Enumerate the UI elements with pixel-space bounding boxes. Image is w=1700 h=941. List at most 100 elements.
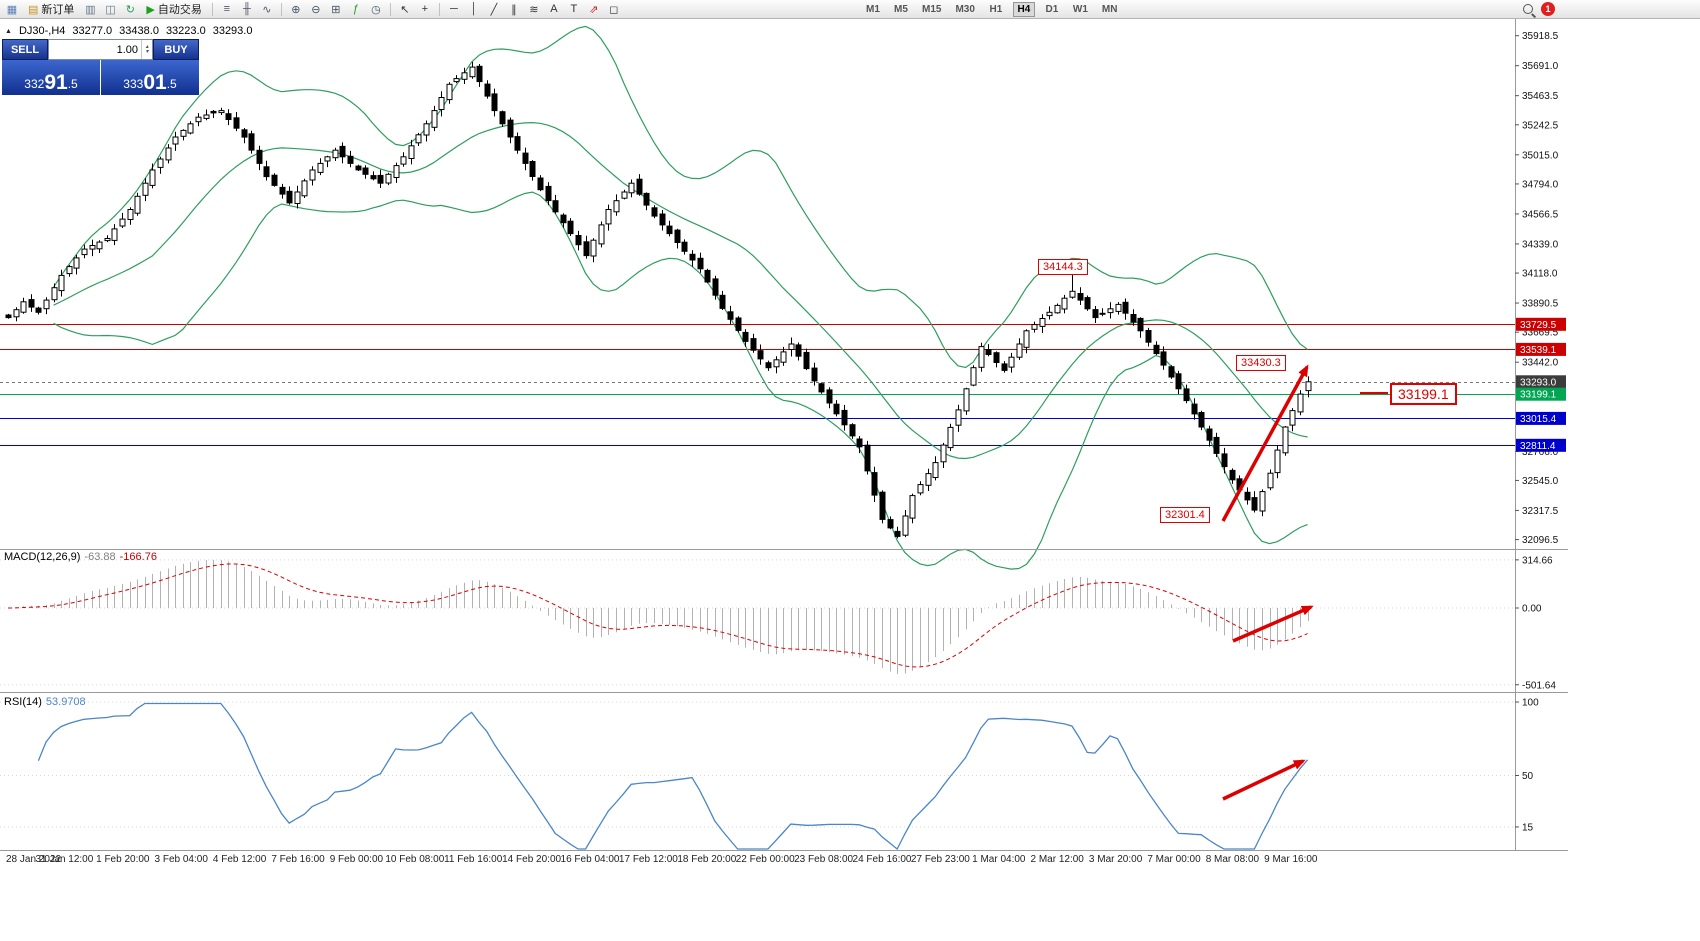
horizontal-line-icon[interactable]: ─ xyxy=(445,1,463,17)
new-order-icon: ▤ xyxy=(28,3,39,16)
axis-layer[interactable]: 35918.5 35691.0 35463.5 35242.5 35015.0 34794… xyxy=(0,19,1568,851)
time-label: 8 Mar 08:00 xyxy=(1205,854,1260,865)
rsi-tick-label: 100 xyxy=(1522,698,1539,709)
data-window-icon[interactable]: ◫ xyxy=(101,1,119,17)
timeframe-M15[interactable]: M15 xyxy=(922,4,942,15)
volume-spinner[interactable]: ▴ ▾ xyxy=(141,40,152,59)
trade-panel-prices: 332 91.5 333 01.5 xyxy=(2,60,199,95)
toolbar-separator xyxy=(438,2,440,16)
time-label: 16 Feb 04:00 xyxy=(560,854,620,865)
vertical-line-icon: │ xyxy=(470,3,478,15)
search-icon[interactable] xyxy=(1522,3,1536,17)
tile-windows-icon[interactable]: ⊞ xyxy=(327,1,345,17)
annotation-level-33199[interactable]: 33199.1 xyxy=(1390,383,1457,405)
trendline-icon[interactable]: ╱ xyxy=(485,1,503,17)
line-chart-icon[interactable]: ∿ xyxy=(258,1,276,17)
price-tick-label: 35691.0 xyxy=(1522,61,1559,72)
rsi-value: 53.9708 xyxy=(45,696,86,708)
annotation-target-33430[interactable]: 33430.3 xyxy=(1236,355,1286,371)
macd-layer xyxy=(7,559,1309,674)
sell-price[interactable]: 332 91.5 xyxy=(2,60,100,95)
bollinger-bands-layer xyxy=(53,25,1308,570)
autotrade-icon: ▶ xyxy=(146,3,155,16)
new-chart-icon: ▦ xyxy=(6,3,18,16)
price-level-tag xyxy=(1516,387,1566,401)
fibonacci-icon[interactable]: ≋ xyxy=(525,1,543,17)
new-order-button[interactable]: ▤ 新订单 xyxy=(23,1,79,17)
time-label: 3 Feb 04:00 xyxy=(154,854,208,865)
panel-toggle-icon[interactable]: ▲ xyxy=(5,27,12,35)
time-label: 14 Feb 20:00 xyxy=(502,854,562,865)
bid-big-digits: 91 xyxy=(44,71,68,94)
rsi-trend-arrow[interactable] xyxy=(1222,759,1306,801)
timeframe-M5[interactable]: M5 xyxy=(894,4,908,15)
channel-icon: ∥ xyxy=(511,3,517,16)
market-watch-icon[interactable]: ▥ xyxy=(81,1,99,17)
annotation-high-34144[interactable]: 34144.3 xyxy=(1038,259,1088,275)
autotrade-button[interactable]: ▶ 自动交易 xyxy=(141,1,206,17)
macd-label: MACD(12,26,9) -63.88 -166.76 xyxy=(4,551,161,563)
fibonacci-icon: ≋ xyxy=(529,3,539,16)
rsi-name: RSI(14) xyxy=(4,696,42,708)
price-trend-arrow[interactable] xyxy=(1221,364,1309,522)
text-icon[interactable]: A xyxy=(545,1,563,17)
timeframe-M30[interactable]: M30 xyxy=(955,4,975,15)
notification-badge[interactable]: 1 xyxy=(1541,2,1555,16)
volume-field[interactable]: 1.00 ▴ ▾ xyxy=(48,39,153,60)
price-level-tag xyxy=(1516,317,1566,331)
new-chart-icon[interactable]: ▦ xyxy=(3,1,21,17)
sell-button[interactable]: SELL xyxy=(2,39,48,60)
annotation-low-32301[interactable]: 32301.4 xyxy=(1160,507,1210,523)
chart-window[interactable]: 35918.5 35691.0 35463.5 35242.5 35015.0 34794… xyxy=(0,19,1568,868)
rsi-layer xyxy=(37,702,1309,851)
time-label: 9 Feb 00:00 xyxy=(329,854,384,865)
buy-price[interactable]: 333 01.5 xyxy=(101,60,199,95)
bars-chart-icon: ≡ xyxy=(223,3,231,15)
toolbar-tools: ▦ ▤ 新订单 ▥ ◫ ↻ ▶ 自动交易 ≡ ╫ ∿ ⊕ ⊖ ⊞ ƒ ◷ ↖ + ─ │ ╱ ∥ ≋ A T ⇗ ◻ xyxy=(3,0,623,18)
bid-prefix: 332 xyxy=(24,77,45,91)
price-level-tag-label: 33015.4 xyxy=(1520,414,1557,425)
crosshair-icon[interactable]: + xyxy=(416,1,434,17)
time-label: 31 Jan 12:00 xyxy=(35,854,94,865)
time-label: 3 Mar 20:00 xyxy=(1088,854,1143,865)
price-level-tag-label: 33729.5 xyxy=(1520,320,1557,331)
chart-canvas[interactable]: 35918.5 35691.0 35463.5 35242.5 35015.0 34794… xyxy=(0,19,1568,868)
label-icon: T xyxy=(570,3,578,15)
timeframe-H4[interactable]: H4 xyxy=(1012,2,1035,17)
timeframe-W1[interactable]: W1 xyxy=(1072,4,1088,15)
rsi-label: RSI(14) 53.9708 xyxy=(4,696,90,708)
time-label: 7 Feb 16:00 xyxy=(271,854,325,865)
price-tick-label: 34566.5 xyxy=(1522,209,1559,220)
time-label: 18 Feb 20:00 xyxy=(677,854,737,865)
shapes-icon[interactable]: ◻ xyxy=(605,1,623,17)
clock-icon[interactable]: ◷ xyxy=(367,1,385,17)
candlestick-chart-icon[interactable]: ╫ xyxy=(238,1,256,17)
buy-button[interactable]: BUY xyxy=(153,39,199,60)
trade-panel-controls: SELL 1.00 ▴ ▾ BUY xyxy=(2,39,199,60)
refresh-icon[interactable]: ↻ xyxy=(121,1,139,17)
timeframe-MN[interactable]: MN xyxy=(1101,4,1118,15)
spinner-up-icon[interactable]: ▴ xyxy=(145,43,149,50)
channel-icon[interactable]: ∥ xyxy=(505,1,523,17)
macd-name: MACD(12,26,9) xyxy=(4,551,81,563)
zoom-out-icon[interactable]: ⊖ xyxy=(307,1,325,17)
timeframe-D1[interactable]: D1 xyxy=(1045,4,1059,15)
price-tick-label: 32545.0 xyxy=(1522,476,1559,487)
arrow-tool-icon[interactable]: ⇗ xyxy=(585,1,603,17)
label-icon[interactable]: T xyxy=(565,1,583,17)
time-axis[interactable]: 28 Jan 2022 31 Jan 12:00 1 Feb 20:00 3 Feb … xyxy=(0,852,1515,868)
timeframe-H1[interactable]: H1 xyxy=(989,4,1003,15)
vertical-line-icon[interactable]: │ xyxy=(465,1,483,17)
timeframe-M1[interactable]: M1 xyxy=(866,4,880,15)
price-tick-label: 34118.0 xyxy=(1522,269,1558,280)
zoom-in-icon[interactable]: ⊕ xyxy=(287,1,305,17)
spinner-down-icon[interactable]: ▾ xyxy=(145,48,149,55)
toolbar-separator xyxy=(389,2,391,16)
price-level-tag xyxy=(1516,342,1566,356)
cursor-icon[interactable]: ↖ xyxy=(396,1,414,17)
macd-trend-arrow[interactable] xyxy=(1232,605,1314,643)
ask-prefix: 333 xyxy=(123,77,144,91)
bars-chart-icon[interactable]: ≡ xyxy=(218,1,236,17)
indicators-icon[interactable]: ƒ xyxy=(347,1,365,17)
